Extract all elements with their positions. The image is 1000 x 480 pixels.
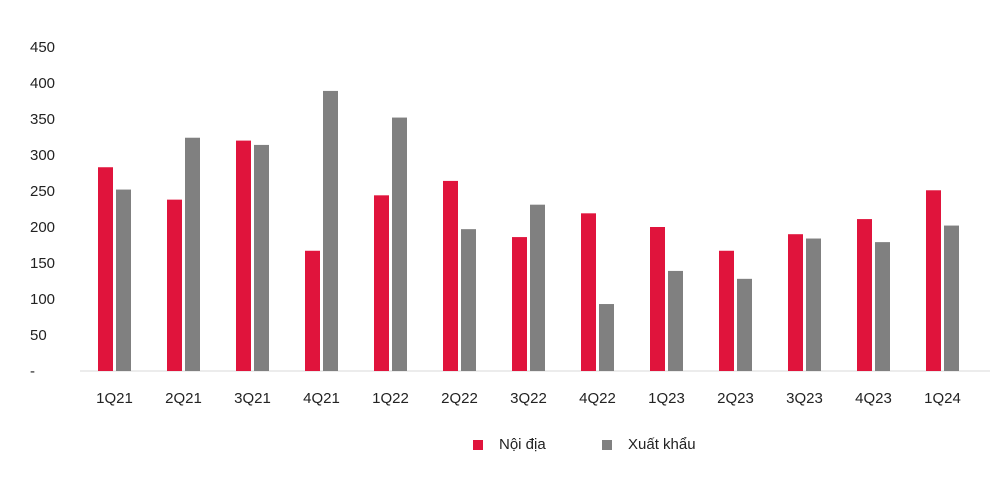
y-tick-label: 300 (30, 147, 55, 164)
bar-export (944, 225, 959, 371)
x-tick-label: 4Q23 (855, 390, 892, 407)
x-tick-label: 4Q22 (579, 390, 616, 407)
bar-export (737, 278, 752, 371)
y-tick-label: 200 (30, 219, 55, 236)
x-tick-label: 1Q22 (372, 390, 409, 407)
y-tick-label: 100 (30, 291, 55, 308)
bar-domestic (512, 237, 527, 371)
bar-export (461, 229, 476, 371)
bar-export (875, 242, 890, 371)
legend-label-export: Xuất khẩu (628, 436, 696, 453)
bar-domestic (305, 250, 320, 371)
legend-item-export: Xuất khẩu (602, 436, 696, 453)
y-tick-label: 250 (30, 183, 55, 200)
bar-chart: - 50 100 150 200 250 300 350 400 450 1Q21 2Q21 3Q21… (30, 39, 990, 407)
bar-domestic (857, 219, 872, 371)
y-tick-label: - (30, 363, 35, 380)
y-tick-label: 350 (30, 111, 55, 128)
bars (98, 90, 959, 372)
bar-export (392, 117, 407, 371)
legend-label-domestic: Nội địa (499, 436, 546, 453)
legend-swatch-export (602, 439, 612, 450)
x-tick-label: 4Q21 (303, 390, 340, 407)
legend-item-domestic: Nội địa (473, 436, 546, 453)
bar-export (116, 189, 131, 371)
y-tick-label: 400 (30, 75, 55, 92)
bar-domestic (788, 234, 803, 371)
bar-domestic (926, 190, 941, 371)
bar-export (599, 304, 614, 371)
x-tick-label: 2Q22 (441, 390, 478, 407)
legend-swatch-domestic (473, 439, 483, 450)
bar-domestic (167, 199, 182, 371)
legend: Nội địa Xuất khẩu (0, 436, 1000, 466)
bar-domestic (374, 195, 389, 371)
bar-export (254, 144, 269, 371)
y-tick-label: 450 (30, 39, 55, 56)
y-tick-label: 50 (30, 327, 47, 344)
bar-domestic (98, 167, 113, 371)
bar-export (185, 137, 200, 371)
bar-export (806, 238, 821, 371)
bar-export (323, 90, 338, 372)
x-tick-label: 2Q21 (165, 390, 202, 407)
bar-domestic (443, 180, 458, 371)
x-axis-ticks: 1Q21 2Q21 3Q21 4Q21 1Q22 2Q22 3Q22 4Q22 1Q23 2Q23… (96, 390, 961, 407)
x-tick-label: 1Q24 (924, 390, 961, 407)
y-tick-label: 150 (30, 255, 55, 272)
y-axis-ticks: - 50 100 150 200 250 300 350 400 450 (30, 39, 55, 380)
bar-export (530, 204, 545, 371)
bar-domestic (236, 140, 251, 371)
bar-export (668, 270, 683, 371)
x-tick-label: 3Q23 (786, 390, 823, 407)
bar-domestic (650, 227, 665, 371)
x-tick-label: 3Q22 (510, 390, 547, 407)
x-tick-label: 1Q23 (648, 390, 685, 407)
bar-domestic (581, 213, 596, 371)
bar-domestic (719, 250, 734, 371)
x-tick-label: 2Q23 (717, 390, 754, 407)
x-tick-label: 1Q21 (96, 390, 133, 407)
x-tick-label: 3Q21 (234, 390, 271, 407)
